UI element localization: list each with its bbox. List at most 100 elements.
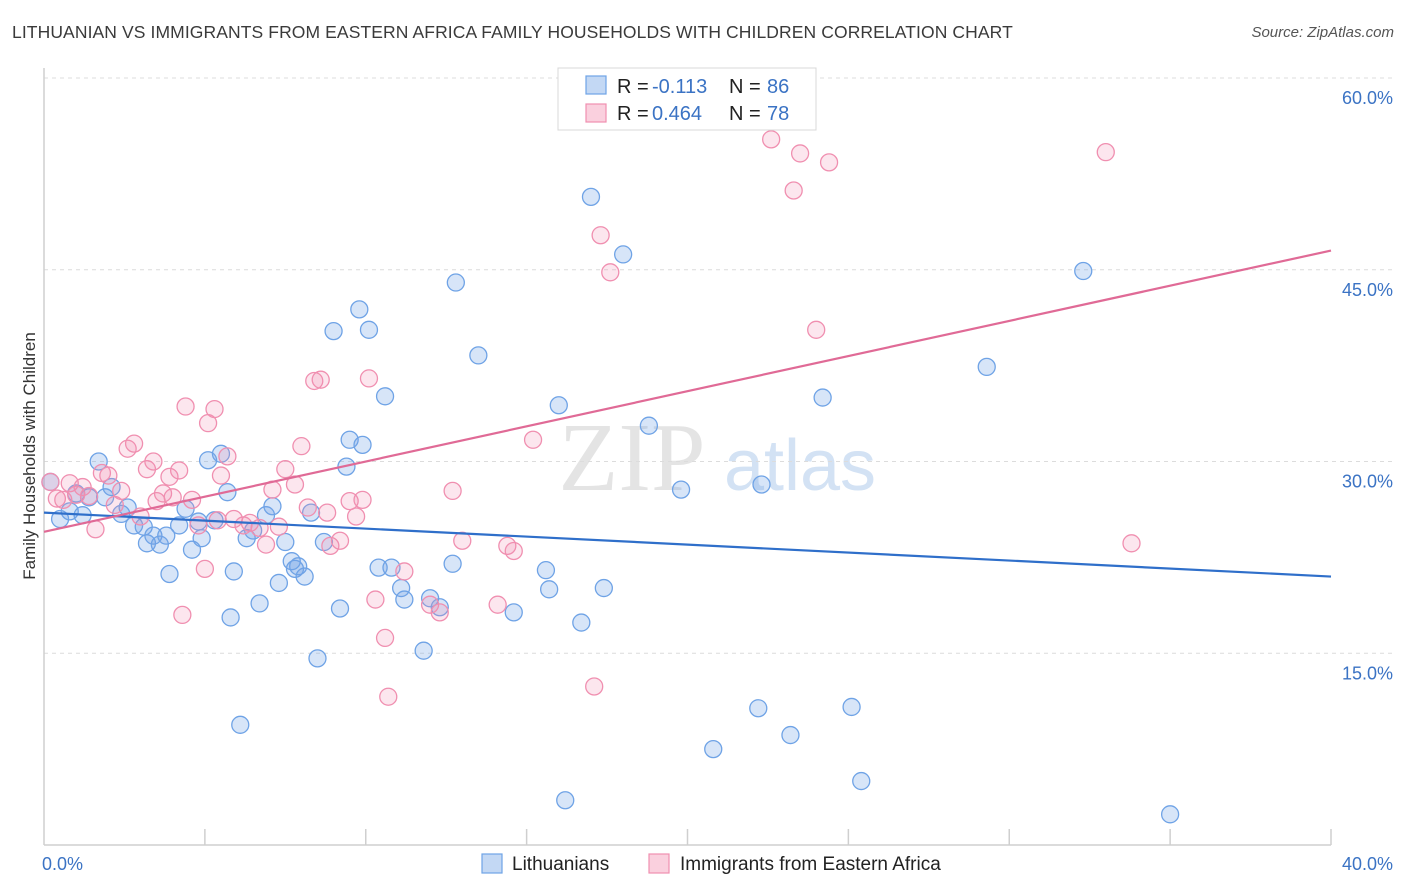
series-legend-swatch-lithuanians <box>481 853 503 874</box>
eastern-africa-point-58 <box>443 481 462 501</box>
lithuanians-point-34 <box>263 497 282 516</box>
lithuanians-point-48 <box>350 300 369 319</box>
lithuanians-point-49 <box>353 435 372 455</box>
eastern-africa-point-55 <box>395 562 414 581</box>
lithuanians-point-35 <box>269 573 289 593</box>
eastern-africa-point-52 <box>366 590 385 609</box>
lithuanians-point-82 <box>1160 805 1180 824</box>
lithuanians-point-18 <box>169 516 189 535</box>
eastern-africa-point-46 <box>321 536 340 556</box>
legend-n-label-1: N = <box>729 76 761 98</box>
lithuanians-trend-line <box>43 511 1332 578</box>
legend-n-value-2: 78 <box>767 103 789 125</box>
series-legend-swatch-eastern-africa <box>648 853 670 874</box>
eastern-africa-point-73 <box>1122 534 1141 553</box>
lithuanians-point-14 <box>144 526 163 545</box>
eastern-africa-point-42 <box>298 498 317 517</box>
eastern-africa-point-45 <box>317 503 337 522</box>
eastern-africa-point-26 <box>195 559 215 579</box>
lithuanians-point-72 <box>671 480 691 499</box>
lithuanians-point-75 <box>752 475 771 494</box>
lithuanians-point-45 <box>330 599 350 618</box>
lithuanians-point-78 <box>842 697 861 717</box>
lithuanians-point-79 <box>852 771 871 791</box>
lithuanians-point-64 <box>539 580 559 599</box>
legend-r-label-2: R = <box>617 103 649 125</box>
eastern-africa-point-31 <box>218 447 237 466</box>
eastern-africa-point-43 <box>305 371 324 391</box>
lithuanians-point-42 <box>308 649 327 668</box>
lithuanians-point-41 <box>301 503 321 522</box>
eastern-africa-point-36 <box>256 535 276 554</box>
eastern-africa-point-66 <box>601 263 620 282</box>
legend-r-value-1: -0.113 <box>652 76 707 98</box>
lithuanians-point-28 <box>224 562 243 581</box>
y-axis-tick-labels: 15.0% 30.0% 45.0% 60.0% <box>1342 88 1393 683</box>
x-tick-label-max: 40.0% <box>1342 854 1393 874</box>
chart-title: LITHUANIAN VS IMMIGRANTS FROM EASTERN AF… <box>12 22 1013 42</box>
lithuanians-point-27 <box>221 608 240 627</box>
eastern-africa-point-67 <box>762 130 781 149</box>
eastern-africa-point-23 <box>176 397 195 416</box>
series-legend-label-eastern-africa: Immigrants from Eastern Africa <box>680 854 941 875</box>
eastern-africa-point-21 <box>169 461 189 480</box>
lithuanians-point-56 <box>414 641 433 660</box>
lithuanians-point-66 <box>556 791 575 810</box>
lithuanians-point-36 <box>276 532 295 552</box>
lithuanians-point-65 <box>549 396 568 415</box>
eastern-africa-point-69 <box>790 144 810 163</box>
grid-lines <box>44 77 1394 654</box>
eastern-africa-point-20 <box>163 488 182 507</box>
lithuanians-point-73 <box>704 739 723 759</box>
eastern-africa-point-71 <box>819 153 839 172</box>
watermark-atlas: atlas <box>724 426 876 506</box>
eastern-africa-point-9 <box>99 466 118 485</box>
eastern-africa-point-70 <box>807 320 826 339</box>
lithuanians-point-70 <box>614 245 633 264</box>
eastern-africa-point-5 <box>73 477 92 497</box>
eastern-africa-point-22 <box>173 605 192 625</box>
lithuanians-point-74 <box>749 699 768 718</box>
eastern-africa-point-47 <box>330 531 350 550</box>
eastern-africa-point-19 <box>160 467 179 486</box>
correlation-legend: R = -0.113 N = 86 R = 0.464 N = 78 <box>557 67 817 131</box>
scatter-points <box>41 130 1180 824</box>
eastern-africa-point-68 <box>784 181 803 200</box>
y-tick-label-60: 60.0% <box>1342 88 1393 108</box>
legend-r-value-2: 0.464 <box>652 103 702 125</box>
lithuanians-point-77 <box>813 388 832 407</box>
eastern-africa-point-54 <box>379 687 398 706</box>
eastern-africa-point-28 <box>205 399 224 419</box>
lithuanians-point-68 <box>594 578 613 598</box>
eastern-africa-point-60 <box>488 595 507 614</box>
y-tick-label-45: 45.0% <box>1342 280 1393 300</box>
lithuanians-point-29 <box>231 715 250 734</box>
eastern-africa-point-18 <box>153 484 173 503</box>
lithuanians-point-69 <box>581 187 601 207</box>
eastern-africa-point-11 <box>112 481 131 501</box>
eastern-africa-point-62 <box>504 541 523 561</box>
lithuanians-point-38 <box>285 559 305 579</box>
lithuanians-point-71 <box>639 416 659 435</box>
eastern-africa-point-72 <box>1096 142 1115 162</box>
lithuanians-point-60 <box>446 273 465 292</box>
lithuanians-point-17 <box>160 564 179 584</box>
lithuanians-point-40 <box>295 567 314 586</box>
lithuanians-point-15 <box>150 535 169 554</box>
legend-swatch-eastern-africa <box>585 103 607 123</box>
lithuanians-point-76 <box>781 725 800 745</box>
lithuanians-point-6 <box>89 452 108 471</box>
lithuanians-point-55 <box>395 590 414 609</box>
series-legend-label-lithuanians: Lithuanians <box>512 854 609 875</box>
eastern-africa-point-44 <box>311 370 330 389</box>
lithuanians-point-52 <box>375 387 395 406</box>
eastern-africa-point-39 <box>276 460 295 479</box>
eastern-africa-point-53 <box>375 628 395 648</box>
lithuanians-point-32 <box>250 594 269 613</box>
eastern-africa-point-51 <box>359 369 379 388</box>
series-legend: Lithuanians Immigrants from Eastern Afri… <box>481 853 941 875</box>
eastern-africa-point-7 <box>86 520 105 539</box>
eastern-africa-point-0 <box>41 472 60 492</box>
lithuanians-point-7 <box>95 488 115 507</box>
